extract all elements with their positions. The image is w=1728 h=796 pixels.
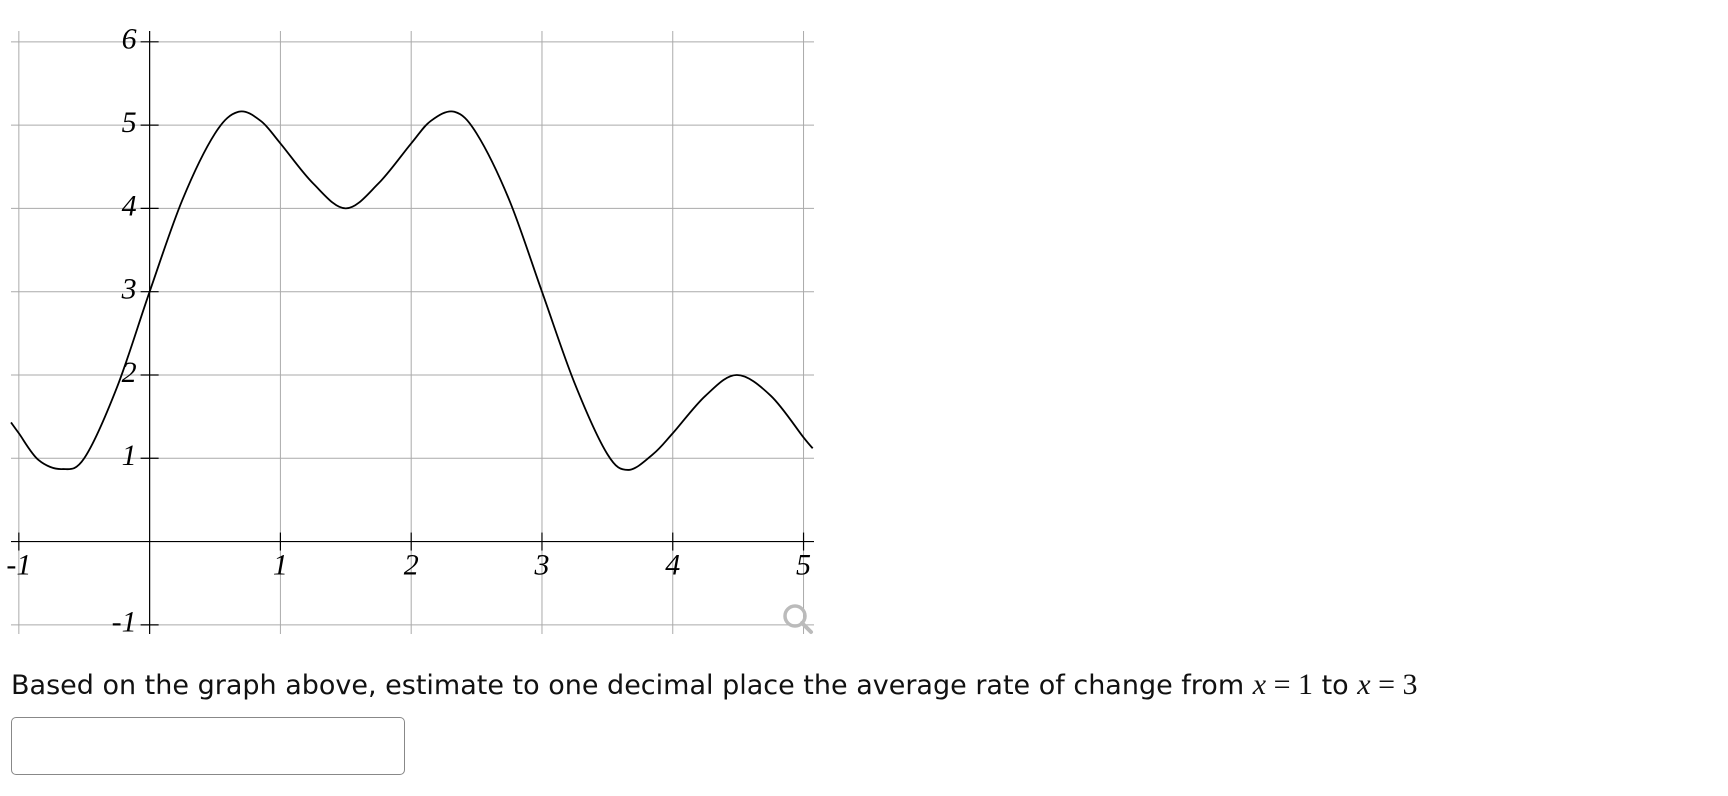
y-tick-label: 1 [122, 439, 137, 472]
math-eq: = [1273, 668, 1291, 701]
x-tick-label: 4 [665, 548, 680, 581]
x-tick-label: 2 [404, 548, 419, 581]
math-var: x [1252, 668, 1267, 701]
y-tick-label: 6 [122, 23, 137, 56]
math-var: x [1357, 668, 1371, 701]
y-tick-label: -1 [112, 606, 137, 639]
y-tick-label: 4 [122, 189, 137, 222]
math-eq: = [1378, 668, 1396, 701]
math-val: 3 [1402, 668, 1418, 701]
answer-input[interactable] [11, 717, 405, 775]
question: Based on the graph above, estimate to on… [11, 668, 1418, 702]
zoom-icon[interactable] [783, 604, 813, 634]
x-tick-label: 3 [533, 548, 549, 581]
graph: -1 1 2 3 4 5 -1 1 2 3 4 5 6 [6, 23, 814, 639]
y-tick-label: 5 [122, 106, 137, 139]
x-tick-label: 5 [796, 548, 811, 581]
curve [10, 110, 814, 471]
math: x = 1 [1253, 668, 1313, 701]
x-tick-label: -1 [6, 548, 31, 581]
math-val: 1 [1297, 668, 1313, 701]
y-tick-label: 2 [122, 356, 137, 389]
y-tick-label: 3 [121, 273, 137, 306]
question-text: Based on the graph above, estimate to on… [11, 670, 1245, 701]
math: x = 3 [1357, 668, 1417, 701]
x-tick-label: 1 [273, 548, 288, 581]
question-text: to [1321, 670, 1349, 701]
